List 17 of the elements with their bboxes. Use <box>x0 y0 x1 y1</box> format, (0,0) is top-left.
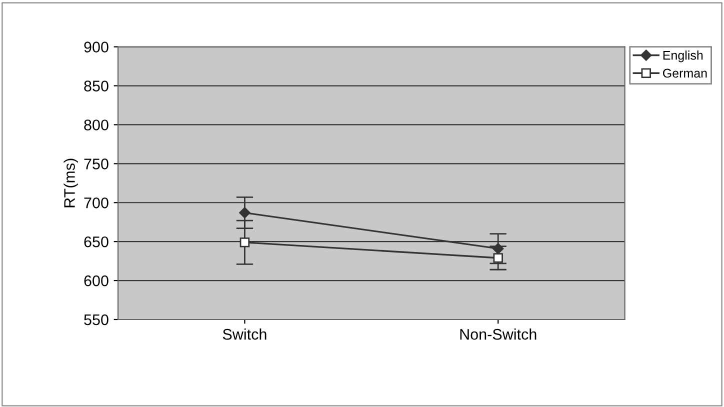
x-tick-label: Switch <box>222 328 266 340</box>
y-tick-label: 800 <box>84 120 108 130</box>
y-tick-label: 650 <box>84 236 108 248</box>
legend-label: English <box>663 50 703 62</box>
point <box>239 207 250 218</box>
legend-label: German <box>663 68 707 78</box>
point <box>492 242 504 254</box>
y-tick-label: 750 <box>84 158 108 170</box>
y-tick-label: 850 <box>84 80 108 92</box>
y-tick-label: 600 <box>84 275 108 286</box>
y-tick-label: 900 <box>84 42 108 52</box>
point <box>240 238 250 248</box>
y-tick-label: 550 <box>84 314 108 326</box>
point <box>493 253 503 263</box>
y-axis-title: RT(ms) <box>64 158 78 208</box>
x-tick-label: Non-Switch <box>460 328 536 340</box>
y-tick-label: 700 <box>84 197 108 208</box>
